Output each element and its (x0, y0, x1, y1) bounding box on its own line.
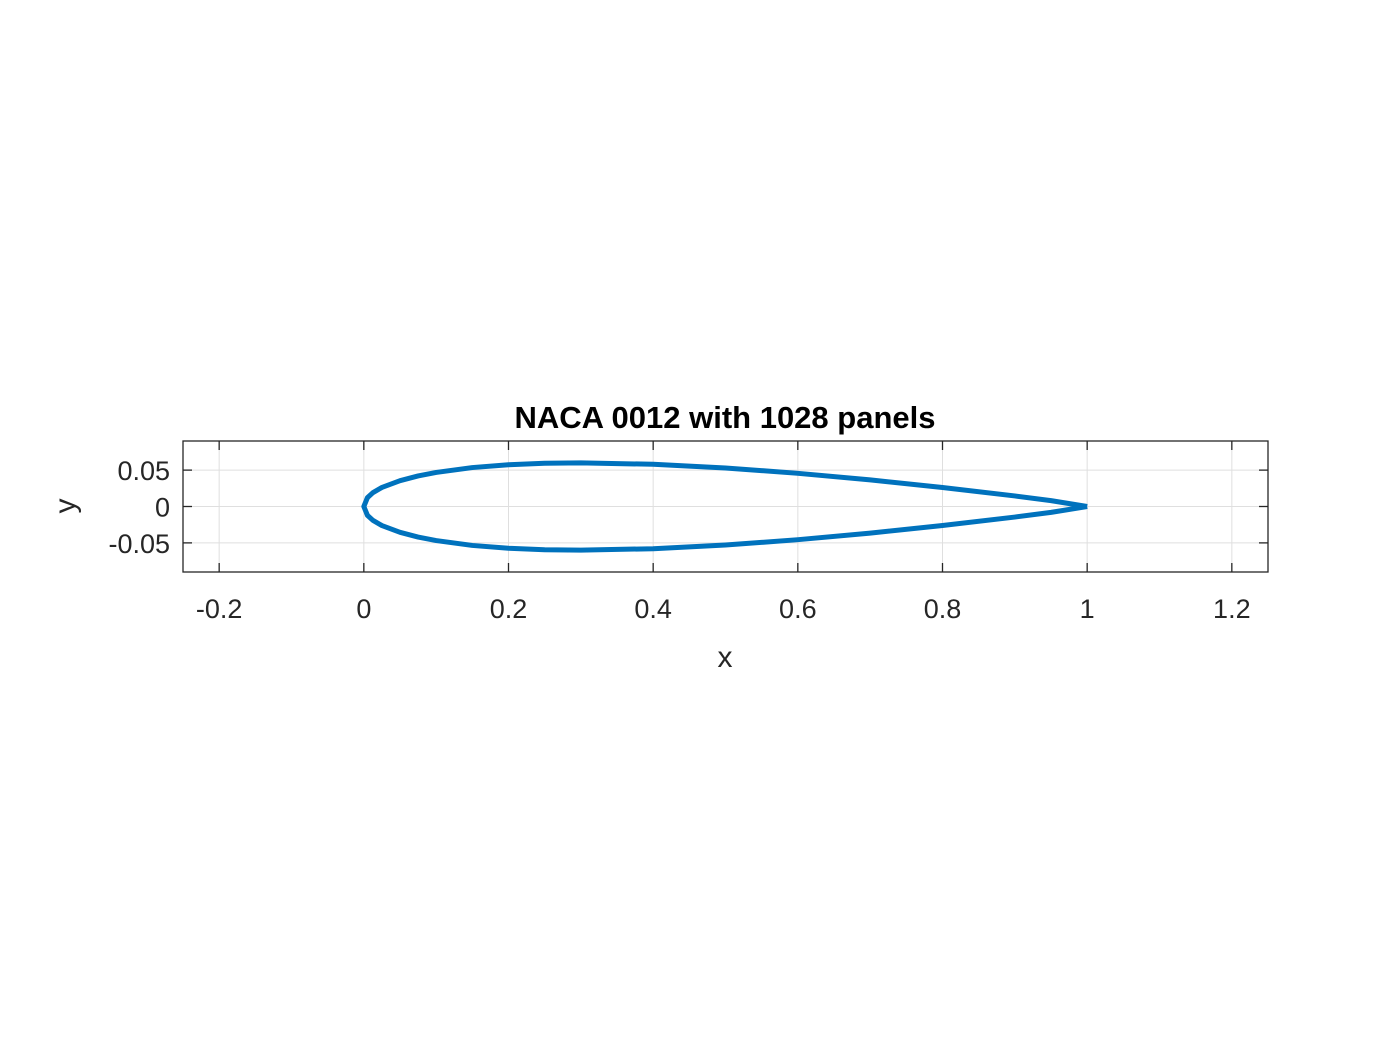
x-tick-label-4: 0.6 (779, 594, 817, 624)
x-tick-label-6: 1 (1080, 594, 1095, 624)
x-tick-label-0: -0.2 (196, 594, 243, 624)
y-tick-label-0: -0.05 (108, 529, 170, 559)
x-tick-label-1: 0 (356, 594, 371, 624)
airfoil-series-line-0 (361, 460, 1088, 553)
x-tick-label-7: 1.2 (1213, 594, 1251, 624)
y-axis-label: y (49, 499, 82, 514)
y-tick-label-2: 0.05 (117, 456, 170, 486)
chart-title: NACA 0012 with 1028 panels (515, 400, 936, 435)
series-layer (361, 460, 1088, 553)
x-tick-label-3: 0.4 (634, 594, 672, 624)
x-axis-label: x (718, 641, 733, 674)
y-tick-label-1: 0 (155, 493, 170, 523)
ticks (183, 441, 1268, 572)
axes: -0.2 0 0.2 0.4 0.6 0.8 1 1.2 -0.05 0 0.05 (108, 440, 1269, 624)
tick-labels: -0.2 0 0.2 0.4 0.6 0.8 1 1.2 -0.05 0 0.05 (108, 456, 1250, 624)
x-tick-label-5: 0.8 (924, 594, 962, 624)
x-tick-label-2: 0.2 (490, 594, 528, 624)
